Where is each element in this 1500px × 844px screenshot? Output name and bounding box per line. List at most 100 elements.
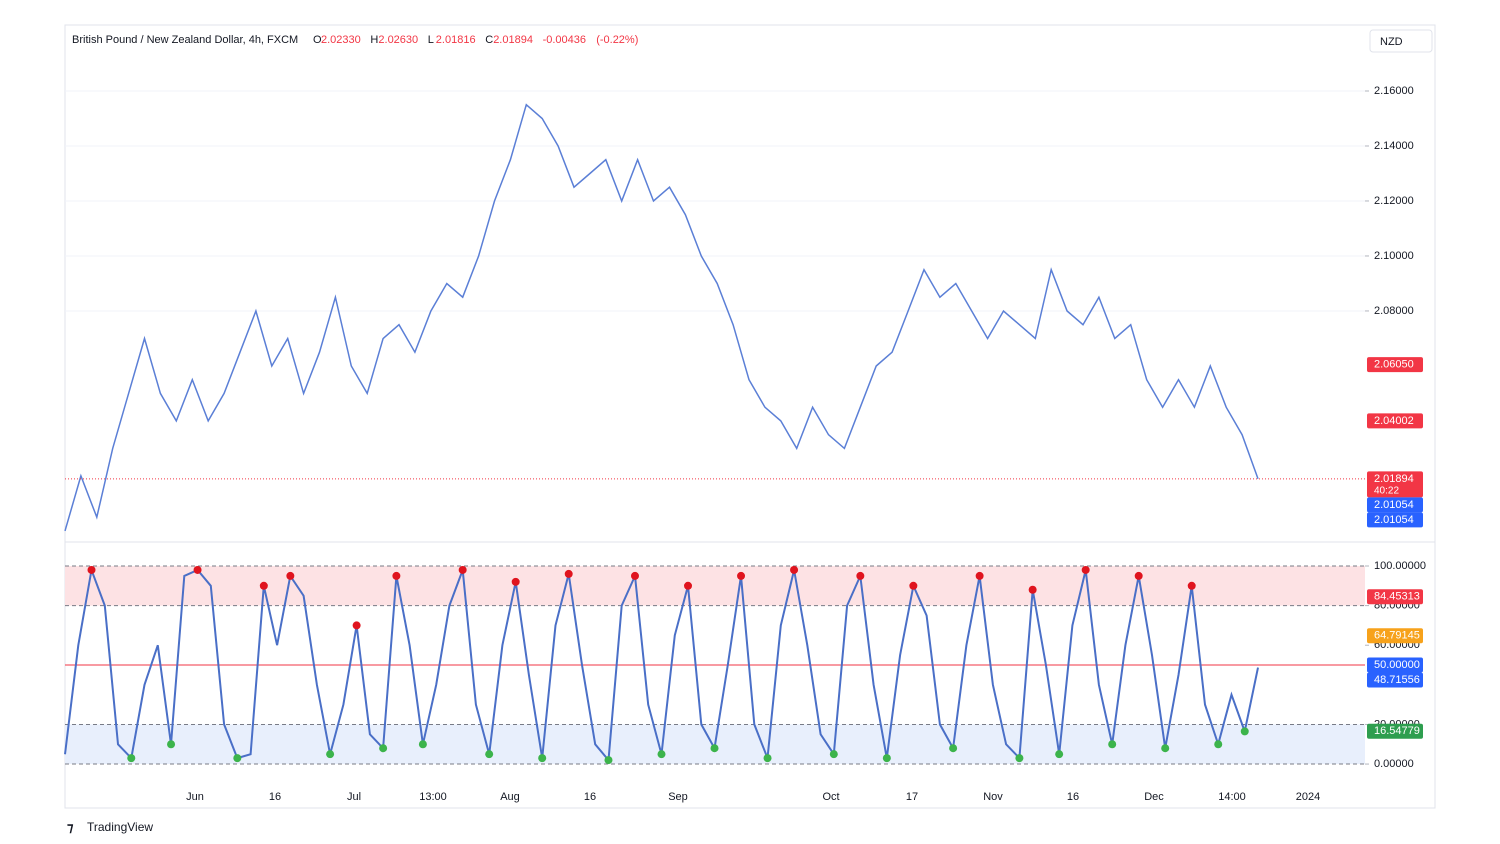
y-tick-label: 0.00000 <box>1374 758 1414 770</box>
x-tick-label: 16 <box>584 791 596 803</box>
trough-dot <box>1240 727 1249 736</box>
trough-dot <box>710 744 719 753</box>
ohlc-key: L <box>428 34 434 46</box>
price-badge <box>1367 497 1423 513</box>
trough-dot <box>379 744 388 753</box>
peak-dot <box>286 571 295 580</box>
trough-dot <box>1214 740 1223 749</box>
trough-dot <box>233 754 242 763</box>
x-tick-label: Jun <box>186 791 204 803</box>
trough-dot <box>326 750 335 759</box>
trough-dot <box>657 750 666 759</box>
x-tick-label: 2024 <box>1296 791 1320 803</box>
trough-dot <box>485 750 494 759</box>
trough-dot <box>1015 754 1024 763</box>
ohlc-value: 2.01816 <box>436 34 476 46</box>
price-badge <box>1367 628 1423 644</box>
y-tick-label: 2.16000 <box>1374 85 1414 97</box>
ohlc-key: C <box>485 34 493 46</box>
price-badge <box>1367 657 1423 673</box>
change-pct: (-0.22%) <box>596 34 638 46</box>
logo-mark: ⁊ <box>67 819 74 834</box>
badge-label: 2.06050 <box>1374 358 1414 370</box>
trough-dot <box>763 754 772 763</box>
peak-dot <box>458 565 467 574</box>
peak-dot <box>856 571 865 580</box>
frame <box>64 24 1436 809</box>
price-badge <box>1367 471 1423 498</box>
trough-dot <box>1108 740 1117 749</box>
badge-label: 2.01894 <box>1374 473 1414 485</box>
peak-dot <box>790 565 799 574</box>
currency-box[interactable] <box>1369 29 1433 53</box>
y-tick-label: 2.10000 <box>1374 250 1414 262</box>
peak-dot <box>909 581 918 590</box>
price-badge <box>1367 672 1423 688</box>
change: -0.00436 <box>543 34 586 46</box>
ohlc-value: 2.02630 <box>378 34 418 46</box>
ohlc-value: 2.02330 <box>321 34 361 46</box>
peak-dot <box>1081 565 1090 574</box>
badge-label: 16.54779 <box>1374 725 1420 737</box>
price-badge <box>1367 512 1423 528</box>
trough-dot <box>1055 750 1064 759</box>
x-tick-label: 16 <box>269 791 281 803</box>
price-badge <box>1367 589 1423 605</box>
badge-label: 84.45313 <box>1374 591 1420 603</box>
peak-dot <box>1028 585 1037 594</box>
footer: TradingView <box>87 820 153 834</box>
x-tick-label: 17 <box>906 791 918 803</box>
peak-dot <box>630 571 639 580</box>
y-tick-label: 100.00000 <box>1374 560 1426 572</box>
peak-dot <box>737 571 746 580</box>
x-tick-label: 16 <box>1067 791 1079 803</box>
x-tick-label: 14:00 <box>1218 791 1246 803</box>
trough-dot <box>538 754 547 763</box>
symbol-title: British Pound / New Zealand Dollar, 4h, … <box>72 34 298 46</box>
peak-dot <box>352 621 361 630</box>
trough-dot <box>604 756 613 765</box>
y-tick-label: 2.08000 <box>1374 305 1414 317</box>
trough-dot <box>829 750 838 759</box>
peak-dot <box>684 581 693 590</box>
trough-dot <box>418 740 427 749</box>
peak-dot <box>392 571 401 580</box>
trough-dot <box>882 754 891 763</box>
x-tick-label: Sep <box>668 791 688 803</box>
ohlc-value: 2.01894 <box>493 34 533 46</box>
x-tick-label: 13:00 <box>419 791 447 803</box>
series-line <box>64 103 1259 532</box>
badge-label: 48.71556 <box>1374 674 1420 686</box>
peak-dot <box>1187 581 1196 590</box>
peak-dot <box>511 577 520 586</box>
x-tick-label: Oct <box>822 791 839 803</box>
ohlc-key: H <box>370 34 378 46</box>
badge-label: 50.00000 <box>1374 659 1420 671</box>
x-tick-label: Dec <box>1144 791 1164 803</box>
badge-label: 64.79145 <box>1374 630 1420 642</box>
peak-dot <box>259 581 268 590</box>
ohlc-key: O <box>313 34 322 46</box>
price-badge <box>1367 357 1423 373</box>
trough-dot <box>127 754 136 763</box>
badge-label: 2.01054 <box>1374 514 1414 526</box>
badge-label: 2.01054 <box>1374 499 1414 511</box>
trough-dot <box>949 744 958 753</box>
y-tick-label: 2.14000 <box>1374 140 1414 152</box>
x-tick-label: Jul <box>347 791 361 803</box>
badge-sub: 40:22 <box>1374 485 1399 496</box>
currency: NZD <box>1380 36 1403 48</box>
price-badge <box>1367 723 1423 739</box>
peak-dot <box>1134 571 1143 580</box>
y-tick-label: 2.12000 <box>1374 195 1414 207</box>
peak-dot <box>975 571 984 580</box>
badge-label: 2.04002 <box>1374 415 1414 427</box>
peak-dot <box>564 569 573 578</box>
x-tick-label: Nov <box>983 791 1003 803</box>
trough-dot <box>1161 744 1170 753</box>
peak-dot <box>87 565 96 574</box>
zone-band <box>65 565 1365 606</box>
price-badge <box>1367 413 1423 429</box>
trough-dot <box>167 740 176 749</box>
